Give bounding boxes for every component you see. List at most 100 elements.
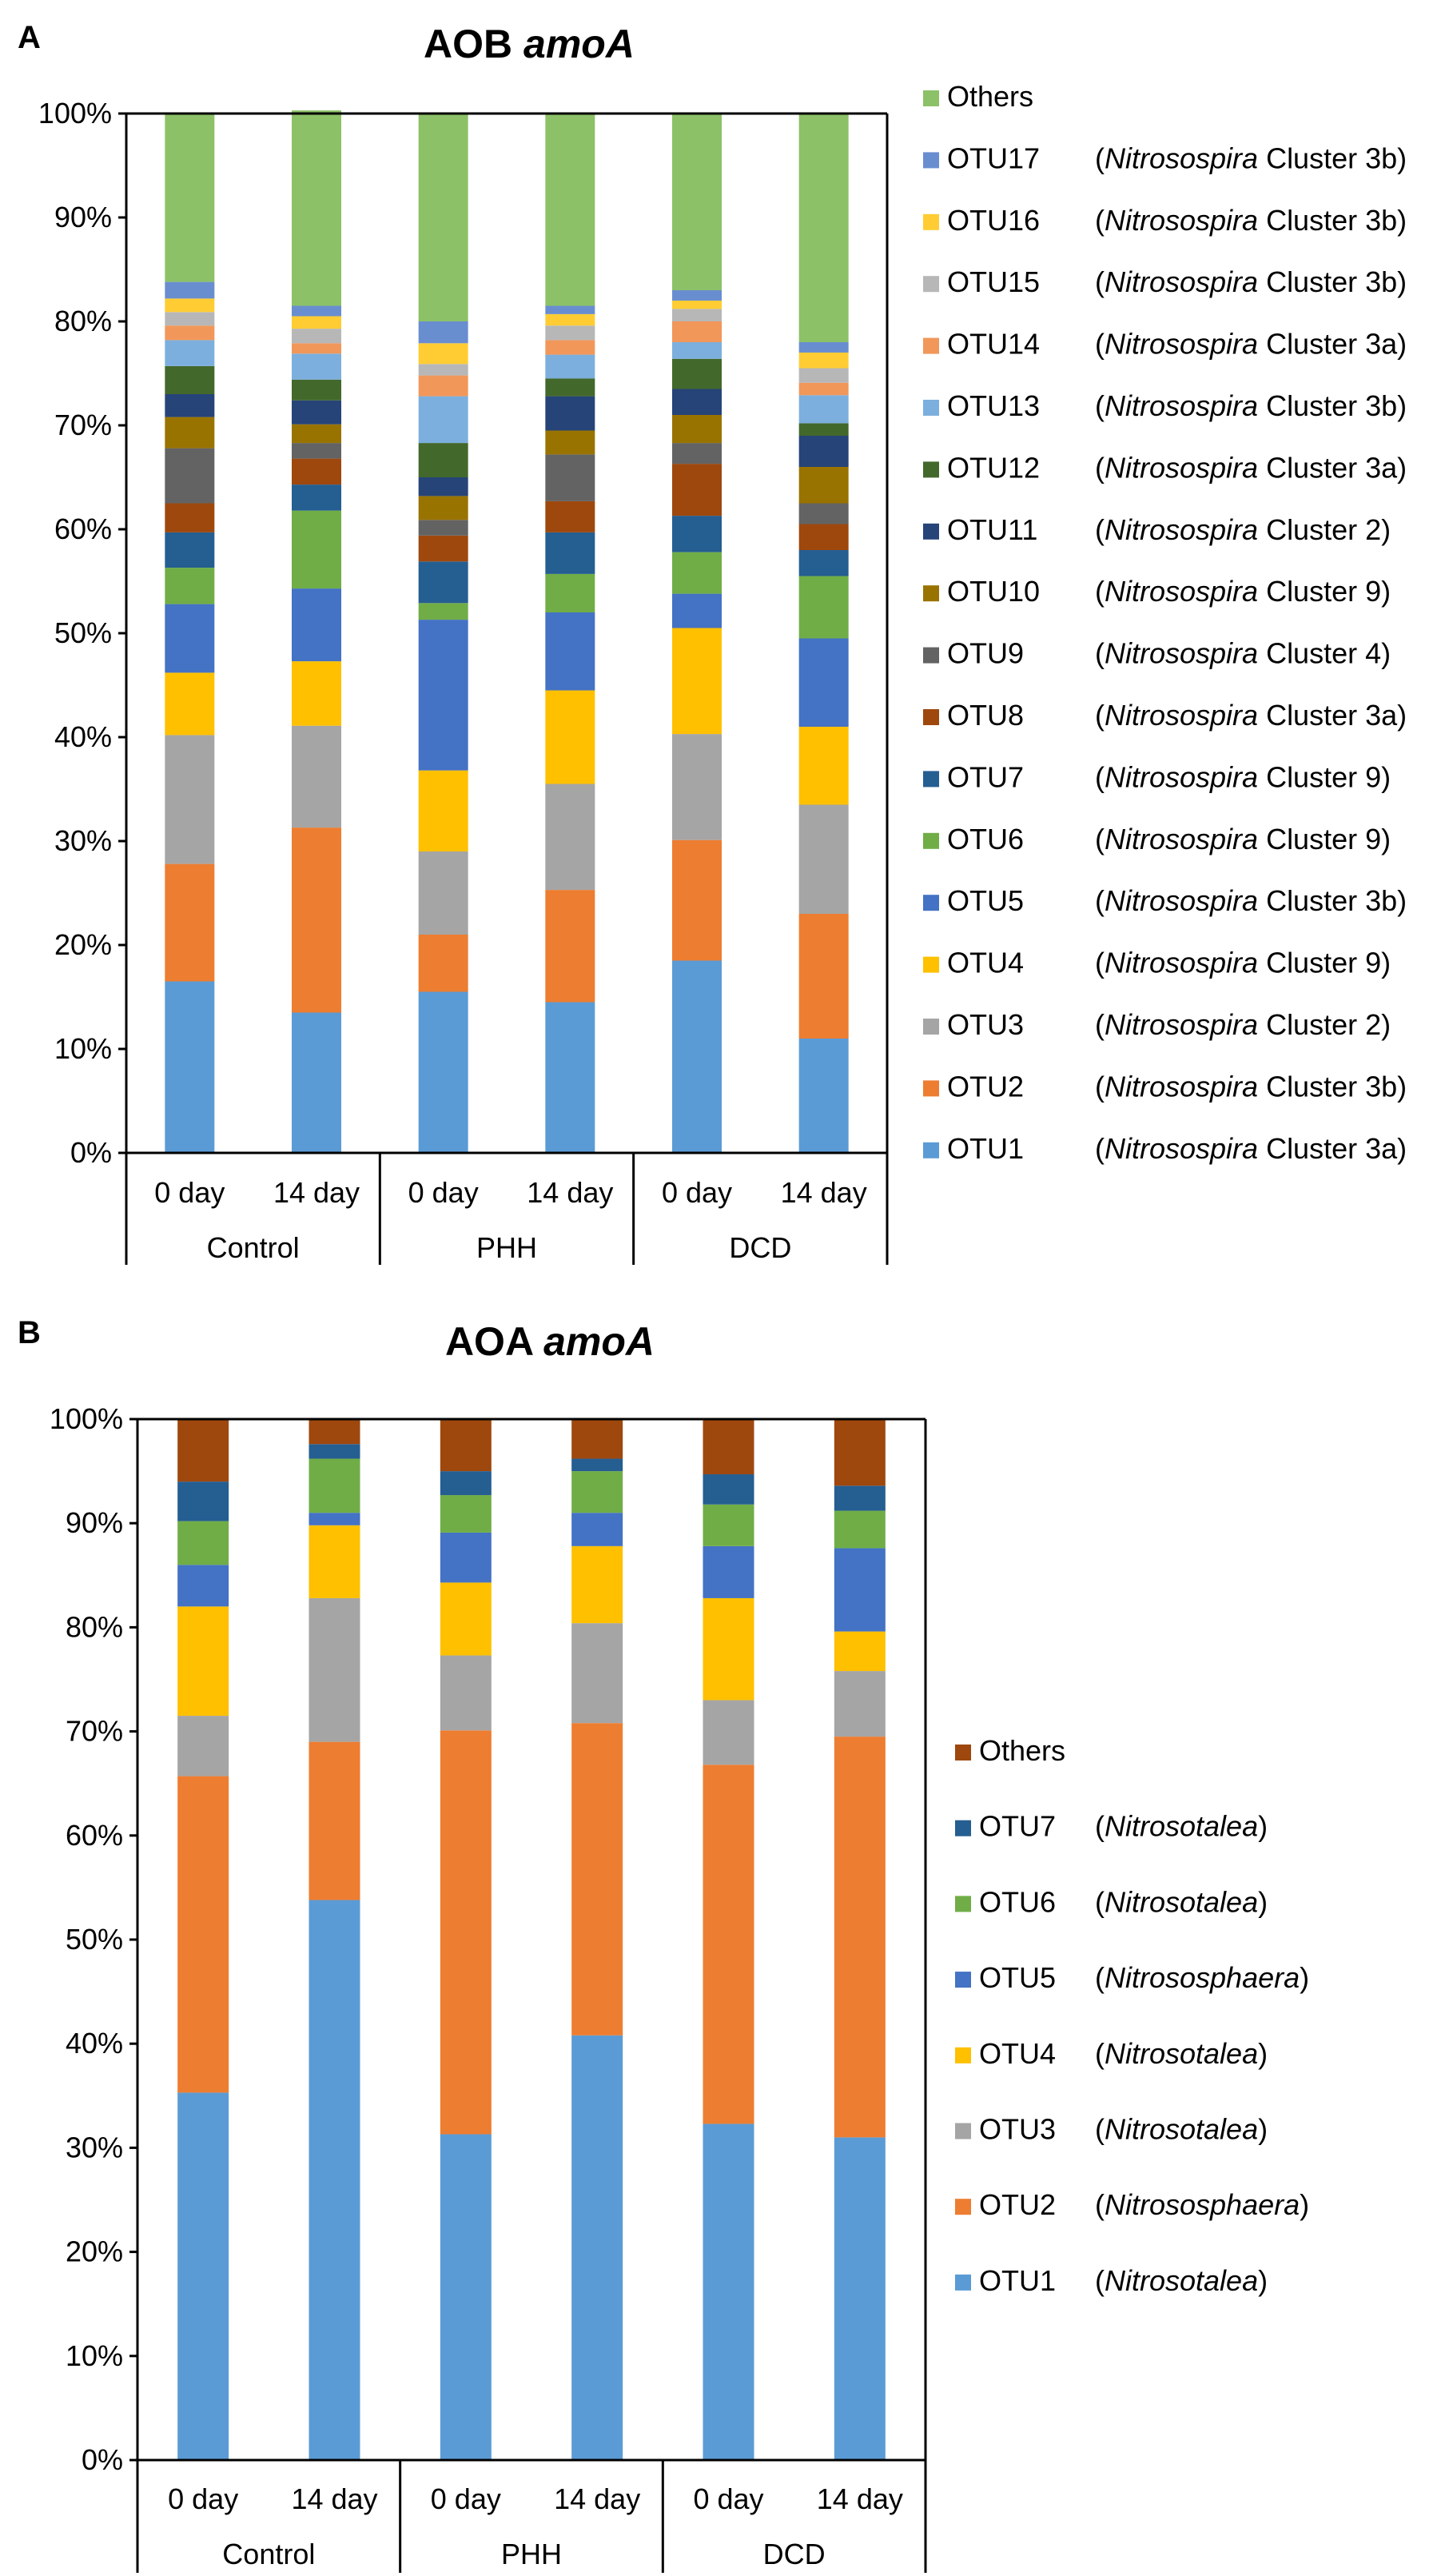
bar-segment-otu13-4 <box>545 354 595 379</box>
legend-note-otu2: (Nitrososphaera) <box>1095 2188 1309 2221</box>
bar-segment-otu17-5 <box>672 290 722 301</box>
bar-segment-otu12-3 <box>418 443 468 477</box>
bar-segment-otu6-1 <box>165 568 215 604</box>
bar-segment-otu6-6 <box>834 1510 886 1549</box>
bar-segment-otu8-6 <box>798 524 849 550</box>
legend-label-others: Others <box>979 1734 1065 1767</box>
legend-note-open-paren: ( <box>1095 328 1105 361</box>
legend-note-open-paren: ( <box>1095 2113 1105 2146</box>
legend-note-suffix: Cluster 9) <box>1258 575 1391 608</box>
bar-segment-otu4-2 <box>309 1525 360 1598</box>
bar-segment-otu7-5 <box>672 516 722 552</box>
bar-segment-otu2-1 <box>165 863 215 982</box>
bar-segment-otu11-3 <box>418 477 468 496</box>
bar-segment-otu12-1 <box>165 365 215 394</box>
legend-note-open-paren: ( <box>1095 2037 1105 2070</box>
legend-note-genus: Nitrosospira <box>1105 389 1258 422</box>
legend-note-suffix: Cluster 9) <box>1258 823 1391 855</box>
panel-a-title-italic: amoA <box>523 22 635 66</box>
legend-note-otu8: (Nitrosospira Cluster 3a) <box>1095 699 1407 732</box>
bar-segment-otu16-1 <box>165 298 215 313</box>
bar-segment-otu7-4 <box>571 1458 623 1472</box>
legend-note-suffix: Cluster 3a) <box>1258 1132 1407 1165</box>
bar-segment-otu4-2 <box>292 661 341 726</box>
legend-note-genus: Nitrosospira <box>1105 884 1258 917</box>
bar-segment-others-3 <box>418 114 468 322</box>
legend-note-suffix: ) <box>1300 1961 1309 1994</box>
bar-segment-otu10-5 <box>672 415 722 444</box>
bar-segment-otu8-3 <box>418 535 468 562</box>
y-tick-label: 40% <box>66 2027 123 2060</box>
legend-label-otu7: OTU7 <box>979 1810 1056 1843</box>
legend-swatch-otu8 <box>923 709 939 725</box>
x-category-label: 14 day <box>273 1176 360 1209</box>
bar-segment-others-3 <box>440 1419 492 1472</box>
bar-segment-otu5-5 <box>672 593 722 628</box>
bar-segment-otu1-6 <box>834 2137 886 2460</box>
legend-note-suffix: ) <box>1258 1810 1268 1843</box>
bar-segment-otu9-1 <box>165 448 215 504</box>
bar-segment-otu10-1 <box>165 417 215 449</box>
legend-note-genus: Nitrosotalea <box>1105 1885 1258 1918</box>
legend-label-otu16: OTU16 <box>947 204 1040 237</box>
legend-swatch-otu3 <box>923 1019 939 1035</box>
bar-segment-otu6-2 <box>309 1458 360 1513</box>
bar-segment-otu2-6 <box>798 914 849 1039</box>
y-tick-label: 10% <box>66 2339 123 2372</box>
bar-segment-otu1-2 <box>309 1900 360 2460</box>
legend-note-genus: Nitrosospira <box>1105 947 1258 979</box>
bar-segment-otu3-1 <box>165 735 215 864</box>
x-category-label: 14 day <box>554 2482 640 2515</box>
bar-segment-otu6-5 <box>672 552 722 594</box>
bar-segment-otu6-5 <box>703 1504 754 1546</box>
bar-segment-others-5 <box>703 1419 754 1475</box>
x-category-label: 0 day <box>154 1176 225 1209</box>
legend-note-suffix: ) <box>1258 2037 1268 2070</box>
bar-segment-otu2-5 <box>672 839 722 961</box>
bar-segment-otu4-1 <box>177 1606 229 1717</box>
y-tick-label: 80% <box>54 305 112 337</box>
bar-segment-otu12-6 <box>798 423 849 436</box>
legend-swatch-otu2 <box>923 1080 939 1097</box>
group-label: PHH <box>476 1231 537 1264</box>
bar-segment-otu7-3 <box>440 1471 492 1496</box>
bar-segment-others-2 <box>292 110 341 306</box>
bar-segment-others-4 <box>571 1419 623 1459</box>
legend-note-suffix: Cluster 3b) <box>1258 884 1407 917</box>
bar-segment-otu9-3 <box>418 520 468 536</box>
bar-segment-otu1-4 <box>545 1002 595 1153</box>
legend-note-genus: Nitrosospira <box>1105 699 1258 732</box>
legend-note-suffix: Cluster 3b) <box>1258 389 1407 422</box>
bar-segment-otu4-1 <box>165 672 215 736</box>
y-tick-label: 60% <box>54 512 112 545</box>
bar-segment-others-6 <box>798 114 849 342</box>
legend-note-otu16: (Nitrosospira Cluster 3b) <box>1095 204 1407 237</box>
legend-label-otu5: OTU5 <box>947 884 1024 917</box>
bar-segment-otu17-1 <box>165 281 215 299</box>
legend-swatch-otu7 <box>923 771 939 788</box>
bar-segment-otu1-2 <box>292 1012 341 1153</box>
bar-segment-otu11-5 <box>672 389 722 415</box>
bar-segment-otu11-1 <box>165 394 215 417</box>
y-tick-label: 10% <box>54 1032 112 1065</box>
bar-segment-otu15-2 <box>292 329 341 344</box>
legend-note-genus: Nitrosospira <box>1105 451 1258 484</box>
legend-note-otu2: (Nitrosospira Cluster 3b) <box>1095 1070 1407 1103</box>
x-category-label: 14 day <box>781 1176 867 1209</box>
legend-label-otu17: OTU17 <box>947 142 1040 174</box>
group-label: Control <box>207 1231 300 1264</box>
bar-segment-otu3-3 <box>440 1655 492 1731</box>
bar-segment-otu4-5 <box>672 628 722 735</box>
y-tick-label: 100% <box>38 97 112 130</box>
legend-note-otu5: (Nitrosospira Cluster 3b) <box>1095 884 1407 917</box>
panel-a-title-plain: AOB <box>424 22 523 66</box>
bar-segment-otu2-2 <box>309 1741 360 1900</box>
legend-swatch-otu15 <box>923 276 939 293</box>
bar-segment-otu3-6 <box>834 1671 886 1737</box>
bar-segment-otu10-4 <box>545 430 595 455</box>
bar-segment-otu15-5 <box>672 309 722 321</box>
bar-segment-otu4-5 <box>703 1597 754 1701</box>
group-label: PHH <box>501 2538 562 2570</box>
y-tick-label: 50% <box>66 1923 123 1956</box>
y-tick-label: 70% <box>66 1715 123 1748</box>
